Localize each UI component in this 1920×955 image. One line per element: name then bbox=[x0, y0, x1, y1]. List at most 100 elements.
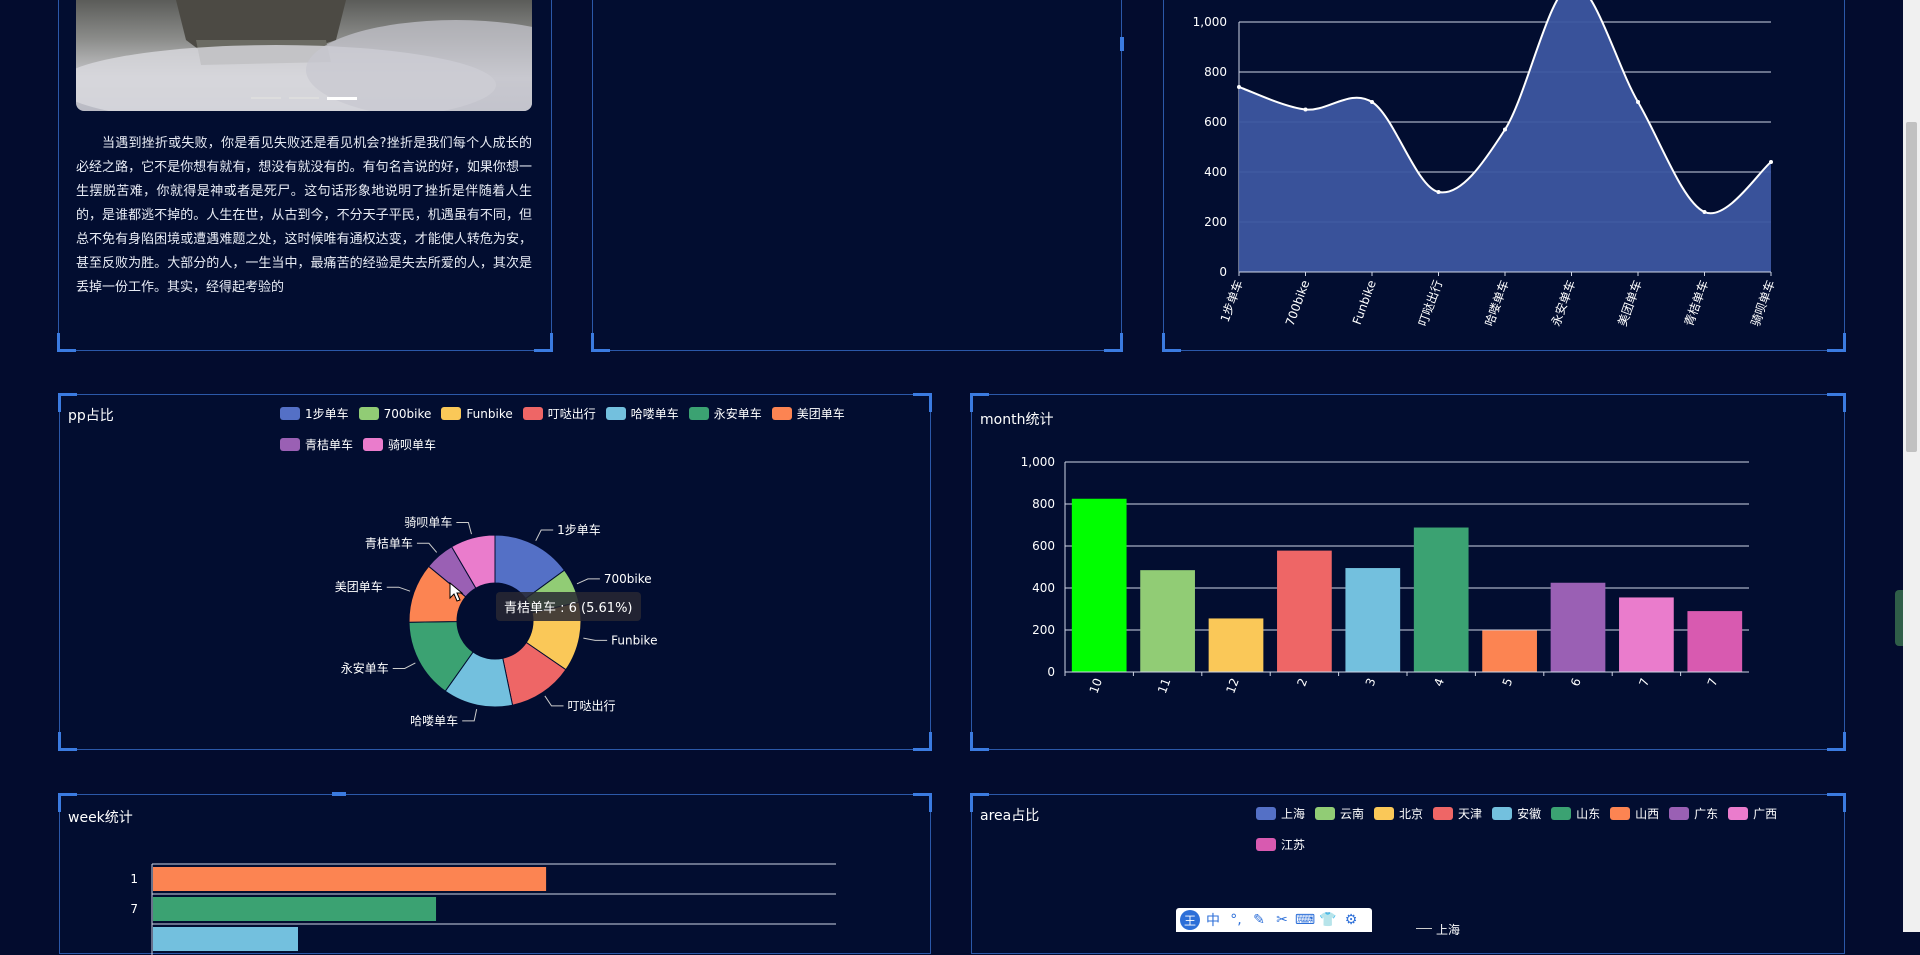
legend-label: 上海 bbox=[1281, 807, 1306, 821]
month-bar-chart: 0 200 400 600 800 1,000 10 11 12 2 3 4 5 6 7 7 bbox=[1021, 455, 1749, 695]
corner-decoration bbox=[1827, 732, 1846, 751]
y-tick-label: 200 bbox=[1204, 215, 1227, 229]
y-tick-label: 0 bbox=[1219, 265, 1227, 279]
area-legend-item[interactable]: 广西 bbox=[1728, 805, 1777, 822]
legend-swatch bbox=[1728, 807, 1749, 820]
legend-swatch bbox=[1551, 807, 1572, 820]
toolbar-button[interactable]: ⚙ bbox=[1344, 912, 1358, 928]
legend-swatch bbox=[280, 438, 300, 451]
bar bbox=[153, 927, 298, 951]
area-chart: 0 200 400 600 800 1,000 1步单车 700bike Funbike 叮哒出行… bbox=[1193, 0, 1778, 328]
brand-legend-item[interactable]: 永安单车 bbox=[688, 405, 762, 422]
area-pie-label-line bbox=[1416, 928, 1432, 929]
bar bbox=[1208, 618, 1264, 672]
legend-label: 天津 bbox=[1458, 807, 1483, 821]
pie-label: 骑呗单车 bbox=[404, 515, 452, 530]
brand-legend-item[interactable]: 骑呗单车 bbox=[363, 436, 436, 453]
toolbar-button[interactable]: ✎ bbox=[1253, 912, 1265, 928]
legend-swatch bbox=[280, 407, 300, 420]
data-point bbox=[1769, 160, 1773, 164]
x-tick-label: 6 bbox=[1568, 676, 1584, 688]
brand-legend-item[interactable]: Funbike bbox=[441, 405, 513, 422]
carousel-dot[interactable] bbox=[289, 97, 319, 99]
pie-label-line bbox=[576, 578, 600, 585]
brand-legend-item[interactable]: 美团单车 bbox=[771, 405, 845, 422]
carousel-dot-active[interactable] bbox=[327, 97, 357, 100]
pie-label-line bbox=[462, 709, 478, 722]
legend-label: 1步单车 bbox=[305, 407, 349, 421]
brand-legend-item[interactable]: 青桔单车 bbox=[280, 436, 353, 453]
ime-toolbar[interactable]: 王中 °, ✎ ✂ ⌨ 👕 ⚙ bbox=[1176, 908, 1372, 932]
legend-swatch bbox=[1610, 807, 1631, 820]
carousel-image[interactable] bbox=[76, 0, 532, 111]
area-legend-item[interactable]: 广东 bbox=[1669, 805, 1718, 822]
x-tick-label: 3 bbox=[1363, 676, 1379, 688]
corner-decoration bbox=[1827, 333, 1846, 352]
area-legend: 上海 云南 北京 天津 安徽 山东 山西 广东 广西江苏 bbox=[1256, 805, 1846, 867]
corner-decoration bbox=[1827, 793, 1846, 812]
legend-swatch bbox=[522, 407, 543, 420]
page-scrollbar[interactable] bbox=[1903, 0, 1920, 932]
toolbar-button[interactable]: 👕 bbox=[1319, 912, 1337, 928]
data-point bbox=[1702, 210, 1707, 214]
empty-panel bbox=[591, 0, 1124, 352]
brand-legend-item[interactable]: 叮哒出行 bbox=[522, 405, 596, 422]
toolbar-button[interactable]: °, bbox=[1230, 912, 1242, 928]
brand-legend-item[interactable]: 700bike bbox=[358, 405, 431, 422]
resize-handle[interactable] bbox=[332, 792, 346, 796]
area-legend-item[interactable]: 天津 bbox=[1433, 805, 1482, 822]
y-tick-label: 7 bbox=[130, 902, 138, 916]
toolbar-button[interactable]: 王 bbox=[1180, 910, 1200, 930]
pie-label: Funbike bbox=[611, 633, 657, 647]
carousel-illustration bbox=[76, 0, 532, 111]
toolbar-button[interactable]: ✂ bbox=[1276, 912, 1288, 928]
x-tick-label: 哈喽单车 bbox=[1481, 278, 1512, 328]
area-legend-item[interactable]: 上海 bbox=[1256, 805, 1305, 822]
legend-swatch bbox=[771, 407, 792, 420]
bar bbox=[1687, 611, 1743, 672]
area-legend-item[interactable]: 山西 bbox=[1610, 805, 1659, 822]
area-legend-item[interactable]: 江苏 bbox=[1256, 836, 1305, 853]
legend-label: 青桔单车 bbox=[305, 438, 354, 452]
area-legend-item[interactable]: 云南 bbox=[1315, 805, 1364, 822]
y-tick-label: 1,000 bbox=[1193, 15, 1227, 29]
x-tick-label: 7 bbox=[1636, 676, 1652, 688]
pie-label: 美团单车 bbox=[335, 579, 383, 594]
chart-tooltip: 青桔单车 : 6 (5.61%) bbox=[496, 592, 641, 621]
legend-label: 叮哒出行 bbox=[547, 407, 596, 421]
area-legend-item[interactable]: 北京 bbox=[1374, 805, 1423, 822]
pp-pie-panel: pp占比 1步单车 700bike Funbike 叮哒出行 哈喽单车 永安单车 美团单车青… bbox=[58, 393, 932, 751]
x-tick-label: 4 bbox=[1431, 676, 1447, 688]
bar bbox=[1140, 570, 1195, 672]
bar bbox=[153, 867, 547, 891]
toolbar-button[interactable]: ⌨ bbox=[1294, 912, 1316, 928]
data-point bbox=[1436, 190, 1441, 194]
x-tick-label: 7 bbox=[1705, 676, 1721, 688]
brand-legend-item[interactable]: 哈喽单车 bbox=[605, 405, 679, 422]
carousel-dot[interactable] bbox=[251, 97, 281, 99]
bar bbox=[1277, 550, 1332, 672]
corner-decoration bbox=[913, 732, 932, 751]
resize-handle[interactable] bbox=[1120, 37, 1124, 51]
x-tick-label: 12 bbox=[1223, 676, 1241, 695]
area-legend-item[interactable]: 安徽 bbox=[1492, 805, 1541, 822]
pie-label-line bbox=[535, 529, 554, 541]
toolbar-button[interactable]: 中 bbox=[1206, 913, 1220, 929]
legend-label: 江苏 bbox=[1281, 838, 1306, 852]
side-handle[interactable] bbox=[1895, 590, 1903, 646]
mouse-cursor bbox=[449, 582, 464, 602]
month-bar-panel: month统计 0 200 400 600 800 1,000 10 11 12 2 3 4 5 6 7 7 bbox=[970, 393, 1846, 751]
pie-label-line bbox=[544, 695, 564, 707]
data-point bbox=[1636, 100, 1640, 104]
corner-decoration bbox=[970, 732, 989, 751]
brand-legend-item[interactable]: 1步单车 bbox=[280, 405, 349, 422]
legend-swatch bbox=[1669, 807, 1690, 820]
pie-label-line bbox=[456, 522, 472, 535]
legend-label: Funbike bbox=[466, 406, 513, 421]
panel-title: week统计 bbox=[68, 810, 133, 826]
pie-label-line bbox=[416, 542, 438, 553]
legend-label: 广东 bbox=[1694, 807, 1719, 821]
scrollbar-thumb[interactable] bbox=[1906, 122, 1917, 452]
area-legend-item[interactable]: 山东 bbox=[1551, 805, 1600, 822]
